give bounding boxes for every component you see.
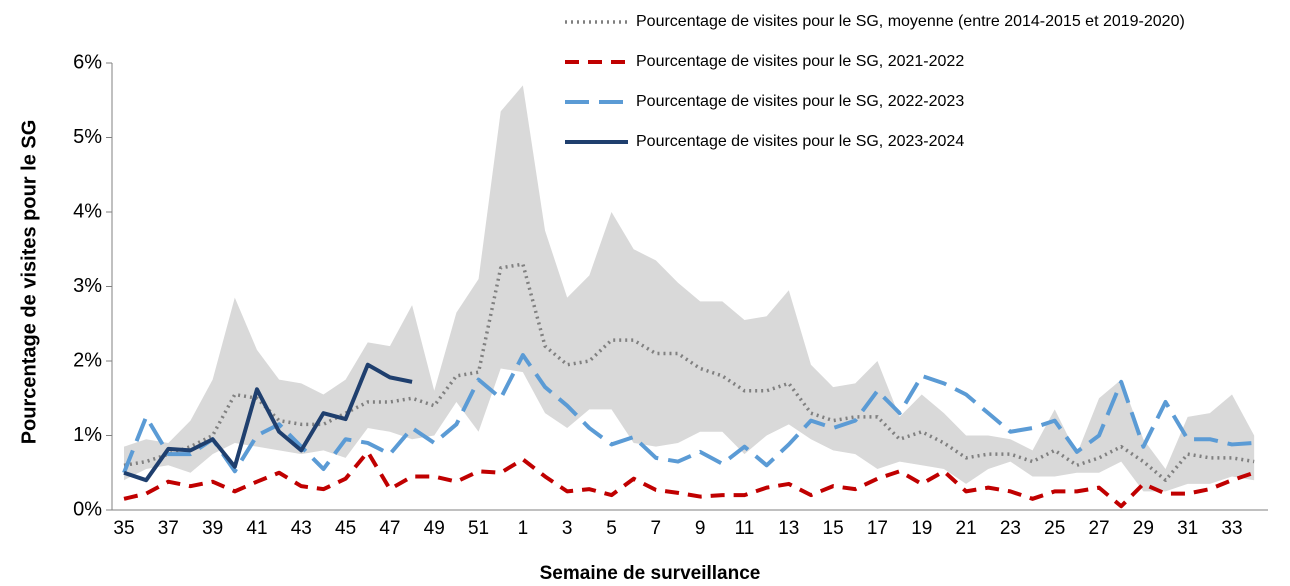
x-tick-label: 19 bbox=[911, 518, 932, 539]
x-tick-label: 43 bbox=[291, 518, 312, 539]
x-tick-label: 33 bbox=[1221, 518, 1242, 539]
x-tick-label: 29 bbox=[1133, 518, 1154, 539]
legend-label: Pourcentage de visites pour le SG, 2023-… bbox=[636, 133, 964, 150]
x-tick-label: 21 bbox=[956, 518, 977, 539]
x-tick-label: 27 bbox=[1088, 518, 1109, 539]
x-tick-label: 39 bbox=[202, 518, 223, 539]
x-tick-label: 31 bbox=[1177, 518, 1198, 539]
series-line bbox=[122, 353, 1255, 474]
y-tick-label: 0% bbox=[73, 498, 102, 520]
legend-label: Pourcentage de visites pour le SG, moyen… bbox=[636, 13, 1185, 30]
x-tick-label: 1 bbox=[518, 518, 529, 539]
x-tick-label: 7 bbox=[651, 518, 662, 539]
x-tick-label: 41 bbox=[246, 518, 267, 539]
x-tick-label: 35 bbox=[113, 518, 134, 539]
series-line bbox=[123, 262, 1255, 482]
x-tick-label: 9 bbox=[695, 518, 706, 539]
y-tick-label: 3% bbox=[73, 275, 102, 297]
x-tick-label: 51 bbox=[468, 518, 489, 539]
x-tick-label: 49 bbox=[424, 518, 445, 539]
y-tick-label: 4% bbox=[73, 200, 102, 222]
range-band bbox=[124, 85, 1255, 492]
y-tick-label: 6% bbox=[73, 51, 102, 73]
x-tick-label: 5 bbox=[606, 518, 617, 539]
x-tick-label: 11 bbox=[735, 518, 755, 539]
x-axis-label: Semaine de surveillance bbox=[540, 563, 761, 584]
y-tick-label: 2% bbox=[73, 349, 102, 371]
series-line bbox=[123, 449, 1255, 509]
x-tick-label: 3 bbox=[562, 518, 573, 539]
series-line bbox=[123, 362, 413, 483]
x-tick-label: 15 bbox=[823, 518, 844, 539]
x-tick-label: 47 bbox=[379, 518, 400, 539]
x-tick-label: 25 bbox=[1044, 518, 1065, 539]
x-tick-label: 37 bbox=[158, 518, 179, 539]
y-tick-label: 5% bbox=[73, 126, 102, 148]
x-tick-label: 17 bbox=[867, 518, 888, 539]
y-tick-label: 1% bbox=[73, 424, 102, 446]
y-axis-label: Pourcentage de visites pour le SG bbox=[18, 120, 40, 445]
x-tick-label: 13 bbox=[778, 518, 799, 539]
x-tick-label: 23 bbox=[1000, 518, 1021, 539]
legend-label: Pourcentage de visites pour le SG, 2021-… bbox=[636, 53, 964, 70]
x-tick-label: 45 bbox=[335, 518, 356, 539]
legend-label: Pourcentage de visites pour le SG, 2022-… bbox=[636, 93, 964, 110]
